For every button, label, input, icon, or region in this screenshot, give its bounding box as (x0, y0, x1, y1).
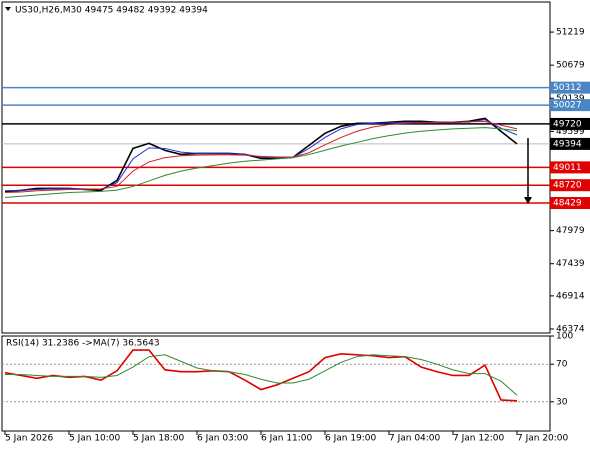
x-tick-label: 6 Jan 11:00 (261, 434, 313, 444)
x-tick-label: 7 Jan 20:00 (517, 434, 569, 444)
level-label: 48720 (553, 181, 582, 191)
series-line (5, 354, 518, 396)
y-tick-label: 49599 (556, 127, 585, 137)
y-tick-label: 50139 (556, 94, 585, 104)
x-tick-label: 6 Jan 03:00 (197, 434, 249, 444)
chart-title: US30,H26,M30 49475 49482 49392 49394 (15, 6, 208, 16)
level-label: 50312 (553, 83, 582, 93)
rsi-panel (1, 335, 551, 432)
y-tick-label: 50679 (556, 61, 585, 71)
x-tick-label: 5 Jan 10:00 (69, 434, 121, 444)
x-tick-label: 5 Jan 18:00 (133, 434, 185, 444)
rsi-title: RSI(14) 31.2386 ->MA(7) 36.5643 (6, 339, 160, 349)
series-line (4, 120, 518, 194)
x-tick-label: 6 Jan 19:00 (325, 434, 377, 444)
last-price-bg (550, 137, 590, 150)
level-label: 49011 (553, 163, 582, 173)
x-tick-label: 5 Jan 2026 (5, 434, 53, 444)
level-label: 48429 (553, 199, 582, 209)
y-tick-label: 46914 (556, 291, 585, 301)
y-tick-label: 46374 (556, 324, 585, 334)
series-line (4, 349, 518, 402)
series-line (4, 117, 518, 193)
level-label-bg (550, 161, 590, 174)
x-tick-label: 7 Jan 04:00 (389, 434, 441, 444)
last-price-label: 49394 (553, 139, 582, 149)
y-tick-label: 47439 (556, 259, 585, 269)
y-tick-label: 100 (556, 332, 573, 342)
y-tick-label: 51219 (556, 28, 585, 38)
y-tick-label: 47979 (556, 226, 585, 236)
level-label-bg (550, 117, 590, 130)
level-label-bg (550, 197, 590, 210)
level-label-bg (550, 179, 590, 192)
level-label: 50027 (553, 101, 582, 111)
level-label-bg (550, 99, 590, 112)
series-line (4, 127, 518, 198)
arrow-head (524, 197, 532, 204)
level-label-bg (550, 81, 590, 94)
level-label: 49720 (553, 119, 582, 129)
y-tick-label: 70 (556, 360, 568, 370)
y-tick-label: 30 (556, 397, 568, 407)
x-tick-label: 7 Jan 12:00 (453, 434, 505, 444)
collapse-icon[interactable] (5, 7, 11, 11)
